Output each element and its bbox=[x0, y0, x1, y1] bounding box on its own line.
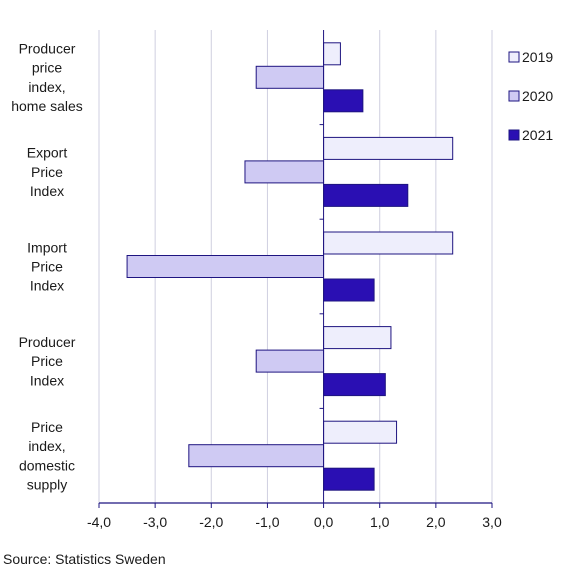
legend-swatch-2021 bbox=[508, 129, 520, 141]
category-label: Import Price Index bbox=[27, 239, 67, 293]
bar-2021 bbox=[323, 373, 386, 397]
legend-label-2021: 2021 bbox=[522, 127, 553, 143]
bar-2021 bbox=[323, 467, 375, 491]
legend-swatch-2020 bbox=[508, 90, 520, 102]
bar-2019 bbox=[323, 326, 392, 350]
x-tick-label: 0,0 bbox=[314, 514, 334, 530]
legend-label-2019: 2019 bbox=[522, 49, 553, 65]
category-label: Producer price index, home sales bbox=[11, 41, 83, 115]
legend: 2019 2020 2021 bbox=[508, 49, 553, 143]
bar-2021 bbox=[323, 278, 375, 302]
bar-2020 bbox=[255, 65, 325, 89]
bar-2020 bbox=[255, 349, 325, 373]
bar-2019 bbox=[323, 231, 454, 255]
bar-2021 bbox=[323, 89, 364, 113]
category-labels: Producer price index, home sales Export Price… bbox=[11, 41, 83, 493]
x-tick-label: -4,0 bbox=[87, 514, 111, 530]
bars bbox=[126, 42, 454, 491]
bar-2019 bbox=[323, 420, 398, 444]
x-tick-labels: -4,0 -3,0 -2,0 -1,0 0,0 1,0 2,0 3,0 bbox=[87, 514, 502, 530]
x-tick-label: 3,0 bbox=[482, 514, 502, 530]
bar-2019 bbox=[323, 136, 454, 160]
x-tick-label: -1,0 bbox=[255, 514, 279, 530]
bar-2020 bbox=[188, 444, 325, 468]
legend-label-2020: 2020 bbox=[522, 88, 553, 104]
x-tick-label: 1,0 bbox=[370, 514, 390, 530]
bar-2021 bbox=[323, 183, 409, 207]
bar-2020 bbox=[244, 160, 325, 184]
category-label: Producer Price Index bbox=[19, 334, 76, 388]
x-tick-label: -2,0 bbox=[199, 514, 223, 530]
legend-swatch-2019 bbox=[508, 51, 520, 63]
x-tick-label: -3,0 bbox=[143, 514, 167, 530]
bar-2020 bbox=[126, 255, 325, 278]
category-label: Price index, domestic supply bbox=[19, 419, 75, 493]
x-tick-label: 2,0 bbox=[426, 514, 446, 530]
category-label: Export Price Index bbox=[27, 145, 68, 199]
axes bbox=[98, 30, 493, 508]
source-note: Source: Statistics Sweden bbox=[3, 551, 166, 567]
bar-2019 bbox=[323, 42, 341, 66]
